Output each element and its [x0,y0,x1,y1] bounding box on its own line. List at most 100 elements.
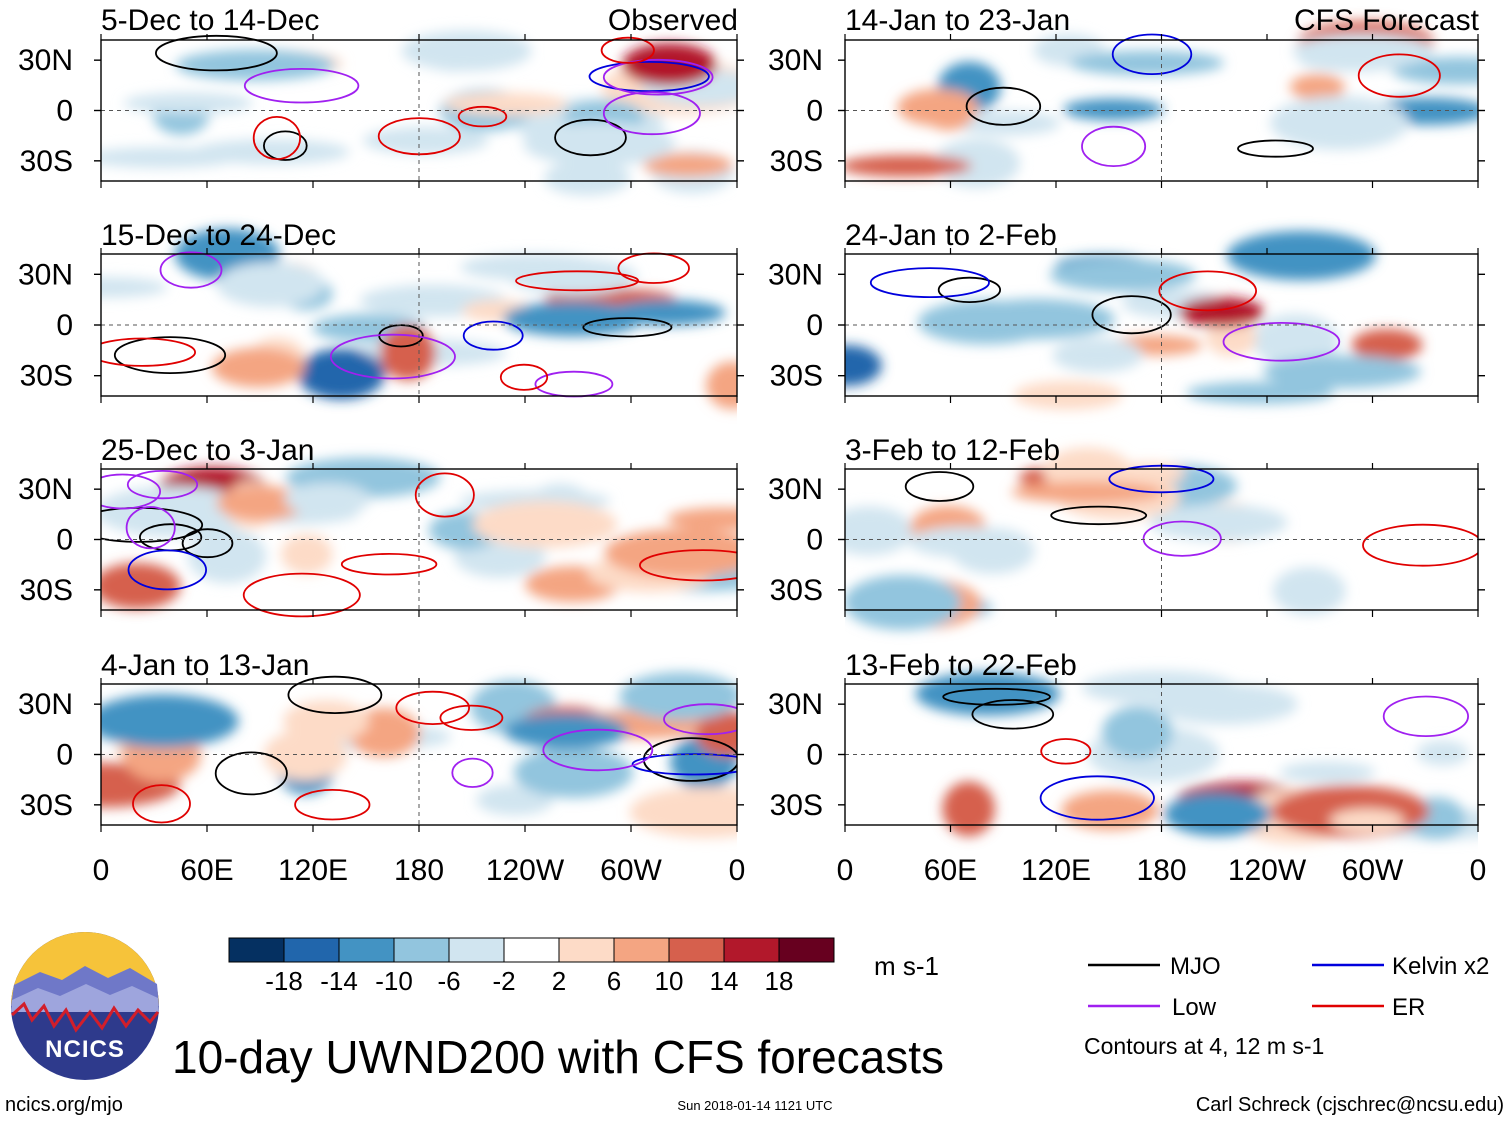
latitude-label: 30N [768,258,823,291]
contour-line [554,118,627,157]
latitude-label: 30N [18,688,73,721]
contour-line [515,270,640,292]
contour-line [1111,33,1193,75]
contour-line [214,751,288,796]
anomaly-shade [444,92,568,116]
contour-line [642,737,737,782]
figure-title: 10-day UWND200 with CFS forecasts [172,1031,944,1083]
latitude-label: 30N [768,688,823,721]
contour-line [329,333,456,380]
longitude-label: 120E [1021,854,1091,887]
legend-label-er: ER [1392,994,1425,1021]
anomaly-shade [1292,33,1434,69]
anomaly-shade [281,534,333,575]
colorbar-tick-label: -10 [375,966,413,996]
panel-contours [869,267,1341,362]
anomaly-shade [1416,740,1469,766]
anomaly-shade [1392,56,1478,85]
colorbar: -18 -14 -10 -6 -2 2 6 10 14 18 m s-1 [228,937,939,996]
anomaly-shade [472,501,618,548]
contour-line [262,130,308,161]
contour-line [602,91,701,136]
contour-line [1362,523,1478,567]
anomaly-shade [923,94,975,131]
latitude-label: 0 [806,524,823,557]
website-link[interactable]: ncics.org/mjo [5,1094,123,1116]
colorbar-tick-label: 6 [607,966,621,996]
anomaly-shade [1164,792,1271,836]
anomaly-shade [629,786,737,838]
colorbar-box [668,937,725,963]
latitude-label: 0 [56,739,73,772]
contour-line [499,363,549,391]
map-panel: 30N 0 30S 4-Jan to 13-Jan [18,649,744,838]
anomaly-shade [503,713,629,749]
legend-label-low: Low [1172,994,1217,1021]
contour-line [600,36,655,64]
anomaly-shade [915,672,1060,716]
shading-blobs [845,21,1478,188]
anomaly-shade [523,121,676,166]
contour-line [451,757,494,788]
anomaly-shade [284,482,371,516]
anomaly-shade [643,153,733,178]
map-panel: 30N 0 30S 13-Feb to 22-Feb [768,649,1485,844]
legend-label-mjo: MJO [1170,953,1221,980]
anomaly-shade [101,694,239,748]
latitude-label: 30S [770,574,823,607]
anomaly-shade [123,92,253,115]
anomaly-shade [187,528,267,584]
anomaly-shade [211,347,305,388]
map-panel: 30N 0 30S 25-Dec to 3-Jan [18,434,744,618]
contour-line [242,572,361,618]
anomaly-shade [362,126,489,155]
author-credit: Carl Schreck (cjschrec@ncsu.edu) [1196,1094,1504,1116]
map-panels: 30N 0 30S 5-Dec to 14-Dec Observed 30N 0 30S 15-… [18,4,1485,844]
anomaly-shade [101,277,168,298]
longitude-label: 0 [93,854,110,887]
contour-line [101,337,196,367]
column-label: Observed [608,4,738,37]
contour-line [126,469,199,500]
colorbar-box [283,937,340,963]
latitude-label: 30S [770,145,823,178]
contour-line [582,317,673,338]
anomaly-shade [1270,95,1409,150]
panel-shading [845,21,1478,188]
contour-line [154,34,278,72]
panel-date-range: 13-Feb to 22-Feb [845,649,1077,682]
latitude-label: 30N [18,473,73,506]
anomaly-shade [706,361,737,410]
contour-line [132,784,191,824]
map-panel: 30N 0 30S 5-Dec to 14-Dec Observed [18,4,744,196]
contour-line [159,251,223,289]
contour-note: Contours at 4, 12 m s-1 [1084,1033,1324,1059]
colorbar-box [558,937,615,963]
latitude-label: 0 [56,524,73,557]
contour-line [942,687,1051,706]
anomaly-shade [667,507,737,531]
contour-line [1050,505,1148,526]
latitude-label: 30S [20,145,73,178]
anomaly-shade [845,506,914,556]
anomaly-shade [1049,258,1196,292]
latitude-label: 30N [18,258,73,291]
longitude-label: 60E [180,854,233,887]
anomaly-shade [845,155,972,177]
anomaly-shade [401,30,532,72]
anomaly-shade [933,138,1021,188]
contour-line [462,320,524,351]
colorbar-box [393,937,450,963]
anomaly-shade [917,299,1056,345]
longitude-label: 60W [600,854,662,887]
contour-line [125,506,176,550]
colorbar-box [228,937,285,963]
panel-date-range: 14-Jan to 23-Jan [845,4,1070,37]
contour-line [869,267,990,299]
colorbar-box [613,937,670,963]
panel-date-range: 24-Jan to 2-Feb [845,219,1057,252]
colorbar-box [448,937,505,963]
panel-contours [942,687,1470,821]
colorbar-tick-label: 2 [552,966,566,996]
colorbar-box [723,937,780,963]
